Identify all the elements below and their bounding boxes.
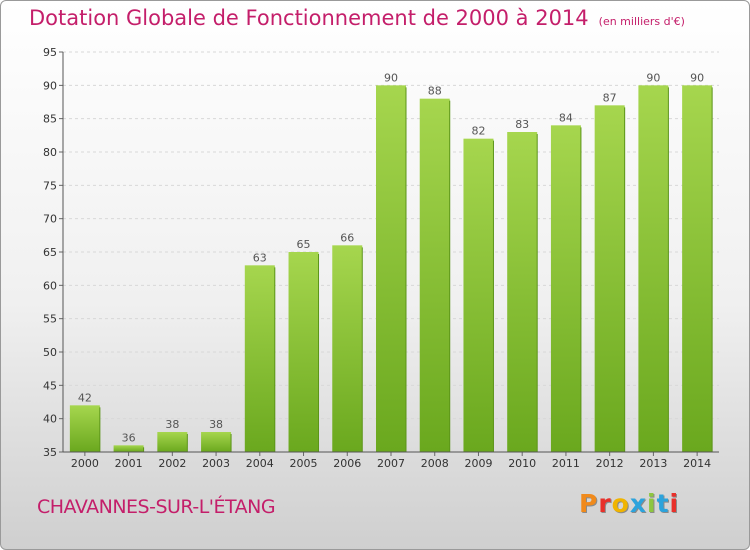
data-label: 88 bbox=[428, 85, 442, 98]
y-tick-label: 60 bbox=[43, 279, 57, 292]
bar-2006 bbox=[332, 245, 363, 452]
logo-letter: o bbox=[611, 489, 630, 518]
logo-letter: i bbox=[647, 489, 657, 518]
data-label: 36 bbox=[122, 431, 136, 444]
data-label: 82 bbox=[471, 125, 485, 138]
bar-2008 bbox=[419, 98, 450, 453]
x-tick-label: 2005 bbox=[290, 457, 318, 470]
data-label: 90 bbox=[690, 71, 704, 84]
y-tick-label: 65 bbox=[43, 246, 57, 259]
x-tick-label: 2013 bbox=[639, 457, 667, 470]
data-label: 87 bbox=[603, 91, 617, 104]
bar-2004 bbox=[244, 265, 275, 452]
y-tick-label: 35 bbox=[43, 446, 57, 459]
logo-letter: x bbox=[629, 489, 647, 518]
data-label: 84 bbox=[559, 111, 573, 124]
y-tick-label: 90 bbox=[43, 79, 57, 92]
x-tick-label: 2004 bbox=[246, 457, 274, 470]
x-tick-label: 2008 bbox=[421, 457, 449, 470]
y-tick-label: 55 bbox=[43, 313, 57, 326]
axes: 35 40 45 50 55 60 65 70 75 80 85 90 95 2000 2001 2002 20… bbox=[43, 46, 719, 470]
y-tick-label: 45 bbox=[43, 379, 57, 392]
bar-2011 bbox=[550, 125, 581, 452]
data-label: 38 bbox=[209, 418, 223, 431]
logo-letter: r bbox=[598, 489, 612, 518]
data-label: 90 bbox=[384, 71, 398, 84]
bar-2010 bbox=[507, 132, 538, 452]
chart-title: Dotation Globale de Fonctionnement de 20… bbox=[29, 6, 589, 30]
logo-letter: P bbox=[579, 489, 599, 518]
y-tick-label: 80 bbox=[43, 146, 57, 159]
bar-2014 bbox=[682, 85, 713, 452]
logo-letter: t bbox=[656, 489, 670, 518]
data-label: 42 bbox=[78, 391, 92, 404]
bar-2005 bbox=[288, 252, 319, 452]
bar-2002 bbox=[157, 432, 188, 452]
bar-2013 bbox=[638, 85, 669, 452]
y-tick-label: 40 bbox=[43, 413, 57, 426]
bar-2009 bbox=[463, 138, 494, 452]
commune-name: CHAVANNES-SUR-L'ÉTANG bbox=[37, 496, 276, 518]
y-tick-label: 75 bbox=[43, 179, 57, 192]
x-tick-label: 2007 bbox=[377, 457, 405, 470]
x-tick-label: 2000 bbox=[71, 457, 99, 470]
chart-subtitle: (en milliers d'€) bbox=[598, 15, 685, 28]
x-tick-label: 2003 bbox=[202, 457, 230, 470]
data-label: 38 bbox=[165, 418, 179, 431]
proxiti-logo[interactable]: Proxiti bbox=[579, 489, 679, 518]
x-tick-label: 2002 bbox=[158, 457, 186, 470]
bar-2000 bbox=[69, 405, 100, 452]
x-tick-label: 2010 bbox=[508, 457, 536, 470]
data-label: 66 bbox=[340, 231, 354, 244]
data-label: 63 bbox=[253, 251, 267, 264]
x-tick-label: 2014 bbox=[683, 457, 711, 470]
title-row: Dotation Globale de Fonctionnement de 20… bbox=[29, 6, 685, 30]
y-tick-label: 70 bbox=[43, 213, 57, 226]
x-tick-label: 2012 bbox=[596, 457, 624, 470]
bar-2012 bbox=[594, 105, 625, 452]
bar-2007 bbox=[376, 85, 406, 452]
logo-letter: i bbox=[669, 489, 680, 518]
data-label: 83 bbox=[515, 118, 529, 131]
data-label: 90 bbox=[646, 71, 660, 84]
bar-2001 bbox=[113, 445, 144, 452]
y-tick-label: 50 bbox=[43, 346, 57, 359]
y-tick-label: 85 bbox=[43, 113, 57, 126]
bars: 42 36 38 38 63 65 66 90 88 82 83 84 87 90 90 bbox=[69, 71, 713, 453]
bar-2003 bbox=[201, 432, 232, 452]
data-label: 65 bbox=[297, 238, 311, 251]
x-tick-label: 2006 bbox=[333, 457, 361, 470]
y-tick-label: 95 bbox=[43, 46, 57, 59]
x-tick-label: 2001 bbox=[115, 457, 143, 470]
x-tick-label: 2009 bbox=[464, 457, 492, 470]
x-tick-label: 2011 bbox=[552, 457, 580, 470]
